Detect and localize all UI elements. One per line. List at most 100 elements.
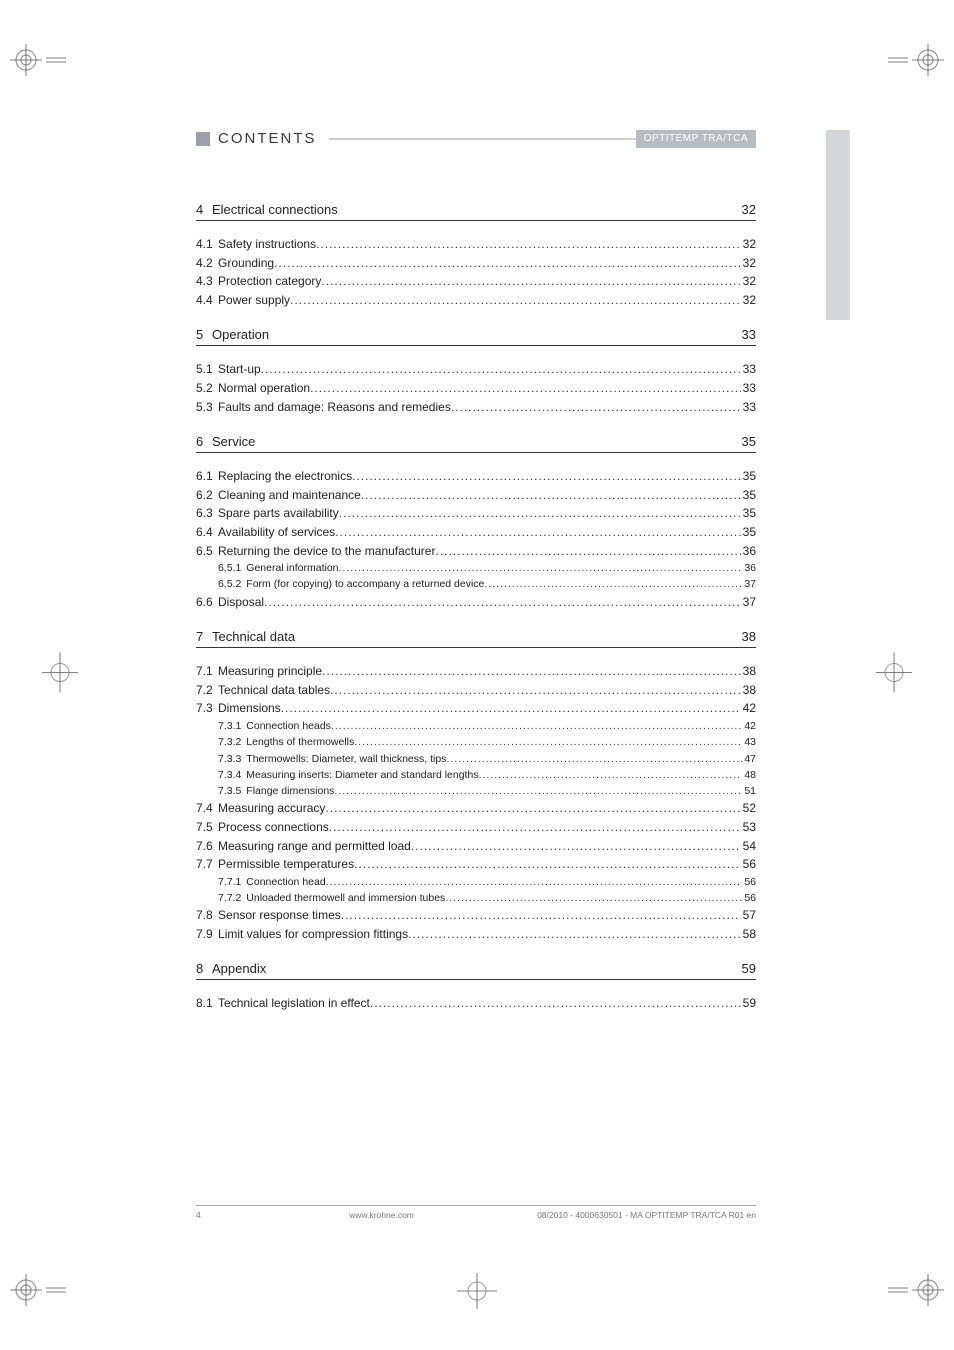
side-mark-left [40, 643, 80, 708]
toc-entry-label: Flange dimensions [246, 783, 334, 799]
toc-entry-num: 5.3 [196, 398, 218, 417]
toc-chapter-num: 8 [196, 961, 212, 976]
toc-entry: 7.7.2 Unloaded thermowell and immersion … [196, 890, 756, 906]
toc-entry-page: 56 [742, 874, 756, 890]
toc-entry: 7.3.3 Thermowells: Diameter, wall thickn… [196, 751, 756, 767]
toc-entry-page: 54 [741, 837, 756, 856]
toc-entry-page: 51 [742, 783, 756, 799]
toc-entry: 7.5 Process connections.................… [196, 818, 756, 837]
footer-doc-id: 08/2010 - 4000630501 - MA OPTITEMP TRA/T… [537, 1210, 756, 1220]
toc-entry: 7.2 Technical data tables...............… [196, 681, 756, 700]
toc-entry: 5.3 Faults and damage: Reasons and remed… [196, 398, 756, 417]
footer-page-number: 4 [196, 1210, 226, 1220]
toc-chapter-num: 5 [196, 327, 212, 342]
toc-entry-page: 32 [741, 235, 756, 254]
side-mark-right [874, 643, 914, 708]
toc-entry-label: Start-up [218, 360, 261, 379]
toc-chapter-title: Electrical connections [212, 202, 742, 217]
toc-entry: 7.3.1 Connection heads..................… [196, 718, 756, 734]
toc-entry-leaders: ........................................… [354, 734, 742, 750]
toc-entry: 6.3 Spare parts availability............… [196, 504, 756, 523]
toc-entry: 6.4 Availability of services............… [196, 523, 756, 542]
toc-entry-page: 36 [742, 560, 756, 576]
toc-entry-num: 7.3 [196, 699, 218, 718]
toc-entry-num: 6.2 [196, 486, 218, 505]
toc-entry-label: Protection category [218, 272, 321, 291]
toc-entry: 6.6 Disposal............................… [196, 593, 756, 612]
toc-entry-label: Limit values for compression fittings [218, 925, 408, 944]
toc-entry-num: 5.2 [196, 379, 218, 398]
toc-chapter: 4Electrical connections324.1 Safety inst… [196, 202, 756, 309]
toc-chapter-title: Operation [212, 327, 742, 342]
toc-entry-leaders: ........................................… [281, 699, 741, 718]
crop-mark-bl [6, 1250, 66, 1310]
toc-entry-num: 7.3.5 [218, 783, 246, 799]
toc-entry-label: Thermowells: Diameter, wall thickness, t… [246, 751, 446, 767]
toc-entry-page: 42 [741, 699, 756, 718]
toc-entry-page: 48 [742, 767, 756, 783]
toc-entry-num: 7.3.3 [218, 751, 246, 767]
toc-entry-page: 33 [741, 379, 756, 398]
toc-entry-page: 59 [741, 994, 756, 1013]
toc-entry-num: 4.3 [196, 272, 218, 291]
toc-entry-leaders: ........................................… [339, 504, 741, 523]
toc-entry-leaders: ........................................… [334, 783, 742, 799]
toc-entry-leaders: ........................................… [370, 994, 741, 1013]
side-tab [826, 130, 850, 320]
toc-chapter-page: 35 [742, 434, 756, 449]
toc-entry-page: 33 [741, 360, 756, 379]
page-footer: 4 www.krohne.com 08/2010 - 4000630501 - … [196, 1205, 756, 1220]
toc-entry-num: 7.7 [196, 855, 218, 874]
toc-entry: 4.1 Safety instructions.................… [196, 235, 756, 254]
toc-entry-num: 7.1 [196, 662, 218, 681]
toc-entry-page: 37 [742, 576, 756, 592]
toc-entry-leaders: ........................................… [316, 235, 741, 254]
toc-entry-num: 6.5 [196, 542, 218, 561]
toc-chapter-num: 7 [196, 629, 212, 644]
toc-entry-label: Connection heads [246, 718, 331, 734]
toc-entry-page: 47 [742, 751, 756, 767]
toc-entry-leaders: ........................................… [325, 799, 740, 818]
toc-entry: 6.2 Cleaning and maintenance............… [196, 486, 756, 505]
toc-entry-label: Faults and damage: Reasons and remedies [218, 398, 451, 417]
toc-entry: 7.3.2 Lengths of thermowells............… [196, 734, 756, 750]
toc-entry-page: 32 [741, 254, 756, 273]
toc-entry-label: Returning the device to the manufacturer [218, 542, 435, 561]
toc-entry-leaders: ........................................… [451, 398, 741, 417]
toc-entry-label: Connection head [246, 874, 325, 890]
toc-entry-label: Replacing the electronics [218, 467, 352, 486]
toc-entry-page: 56 [741, 855, 756, 874]
toc-entry-leaders: ........................................… [330, 681, 741, 700]
toc-entry-label: Measuring inserts: Diameter and standard… [246, 767, 478, 783]
toc-entry: 7.7 Permissible temperatures............… [196, 855, 756, 874]
toc-entry-page: 37 [741, 593, 756, 612]
toc-entry-leaders: ........................................… [331, 718, 742, 734]
toc-entry: 4.4 Power supply........................… [196, 291, 756, 310]
header-bar: CONTENTS OPTITEMP TRA/TCA [196, 130, 756, 147]
toc-entry-leaders: ........................................… [322, 662, 741, 681]
toc-entry-leaders: ........................................… [361, 486, 741, 505]
toc-entry: 6.1 Replacing the electronics...........… [196, 467, 756, 486]
toc-entry-page: 43 [742, 734, 756, 750]
toc-entry: 7.3.4 Measuring inserts: Diameter and st… [196, 767, 756, 783]
toc-entry-leaders: ........................................… [408, 925, 741, 944]
toc-entry: 5.1 Start-up............................… [196, 360, 756, 379]
toc-entry-leaders: ........................................… [354, 855, 741, 874]
toc-entry-label: Spare parts availability [218, 504, 339, 523]
crop-mark-tl [6, 40, 66, 100]
toc-entry: 7.3 Dimensions..........................… [196, 699, 756, 718]
toc-entry-leaders: ........................................… [339, 560, 743, 576]
toc-entry-label: Cleaning and maintenance [218, 486, 361, 505]
toc-entry-num: 6.1 [196, 467, 218, 486]
toc-entry-leaders: ........................................… [274, 254, 741, 273]
toc-chapter-head: 5Operation33 [196, 327, 756, 346]
toc-entry: 7.9 Limit values for compression fitting… [196, 925, 756, 944]
toc-entry: 7.3.5 Flange dimensions.................… [196, 783, 756, 799]
toc-entry-label: Availability of services [218, 523, 335, 542]
toc-entry-label: Grounding [218, 254, 274, 273]
content-area: CONTENTS OPTITEMP TRA/TCA 4Electrical co… [196, 130, 756, 1013]
toc-entry-num: 4.4 [196, 291, 218, 310]
toc-entry-leaders: ........................................… [321, 272, 740, 291]
toc-chapter-title: Appendix [212, 961, 742, 976]
toc-chapter-head: 6Service35 [196, 434, 756, 453]
